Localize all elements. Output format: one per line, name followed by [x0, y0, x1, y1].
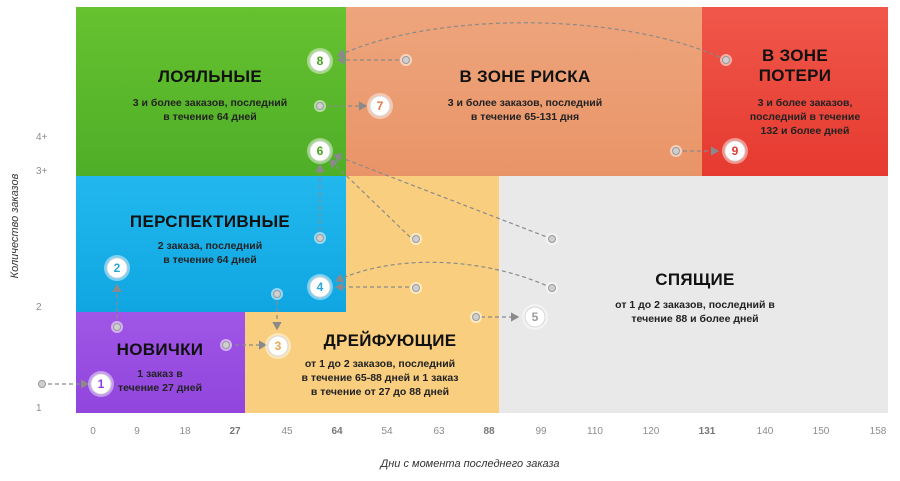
transition-arrow [329, 159, 411, 238]
transition-number: 3 [275, 339, 282, 353]
newbies-title: НОВИЧКИ [116, 340, 204, 359]
origin-dot-core [548, 284, 556, 292]
origin-dot-core [548, 235, 556, 243]
risk-desc: 3 и более заказов, последний в течение 6… [447, 97, 603, 123]
origin-dot-core [412, 284, 420, 292]
badge-circle [309, 50, 331, 72]
transition-arrow [336, 22, 727, 61]
badge-circle [369, 95, 391, 117]
origin-dot-core [402, 56, 410, 64]
badge-circle [524, 306, 546, 328]
segment-loyal [76, 7, 346, 176]
y-axis-title: Количество заказов [9, 173, 21, 279]
x-tick: 88 [483, 426, 495, 437]
x-tick: 131 [698, 426, 716, 437]
origin-dot-core [222, 341, 230, 349]
transition-number: 2 [114, 261, 121, 275]
y-tick-1: 1 [36, 403, 42, 414]
y-tick-2: 2 [36, 302, 42, 313]
origin-dot-core [412, 235, 420, 243]
x-tick: 150 [812, 426, 830, 437]
y-tick-4plus: 4+ [36, 132, 48, 143]
transition-arrow [332, 153, 553, 240]
origin-dot-core [672, 147, 680, 155]
segment-newbies [76, 312, 245, 413]
loss-title: В ЗОНЕ ПОТЕРИ [758, 46, 832, 85]
loss-desc: 3 и более заказов, последний в течение 1… [749, 97, 861, 137]
badge-circle [309, 140, 331, 162]
transition-number: 6 [317, 144, 324, 158]
x-tick: 45 [281, 426, 293, 437]
perspective-desc: 2 заказа, последний в течение 64 дней [157, 240, 263, 266]
origin-dot-core [38, 380, 46, 388]
drifting-desc: от 1 до 2 заказов, последний в течение 6… [301, 358, 459, 398]
x-tick: 63 [433, 426, 445, 437]
transition-number: 5 [532, 310, 539, 324]
transition-number: 4 [317, 280, 324, 294]
x-tick: 99 [535, 426, 547, 437]
badge-circle [106, 257, 128, 279]
segment-sleeping [499, 176, 888, 413]
x-tick: 140 [756, 426, 774, 437]
drifting-title: ДРЕЙФУЮЩИЕ [323, 331, 457, 350]
x-tick: 0 [90, 426, 96, 437]
x-tick: 158 [869, 426, 887, 437]
badge-circle [309, 276, 331, 298]
origin-dot-core [316, 102, 324, 110]
loyal-desc: 3 и более заказов, последний в течение 6… [132, 97, 288, 123]
badge-circle [267, 335, 289, 357]
origin-dot-core [316, 234, 324, 242]
origin-dot-core [472, 313, 480, 321]
x-tick: 110 [587, 426, 603, 437]
x-axis-title: Дни с момента последнего заказа [380, 458, 560, 470]
origin-dot-core [113, 323, 121, 331]
x-tick: 27 [229, 426, 241, 437]
sleeping-title: СПЯЩИЕ [655, 270, 735, 289]
transition-number: 7 [377, 99, 384, 113]
origin-dot-core [273, 290, 281, 298]
y-tick-3plus: 3+ [36, 166, 48, 177]
loyal-title: ЛОЯЛЬНЫЕ [158, 67, 262, 86]
transition-number: 9 [732, 144, 739, 158]
transition-number: 8 [317, 54, 324, 68]
x-tick: 18 [179, 426, 191, 437]
x-tick: 120 [642, 426, 660, 437]
x-tick: 9 [134, 426, 140, 437]
sleeping-desc: от 1 до 2 заказов, последний в течение 8… [615, 299, 775, 325]
segment-risk [345, 7, 702, 176]
badge-circle [724, 140, 746, 162]
transition-number: 1 [98, 377, 105, 391]
newbies-desc: 1 заказ в течение 27 дней [117, 368, 203, 394]
x-tick: 54 [381, 426, 393, 437]
transition-arrow [334, 261, 553, 289]
perspective-title: ПЕРСПЕКТИВНЫЕ [129, 212, 291, 231]
risk-title: В ЗОНЕ РИСКА [459, 67, 591, 86]
origin-dot-core [722, 56, 730, 64]
badge-circle [90, 373, 112, 395]
x-tick: 64 [331, 426, 343, 437]
